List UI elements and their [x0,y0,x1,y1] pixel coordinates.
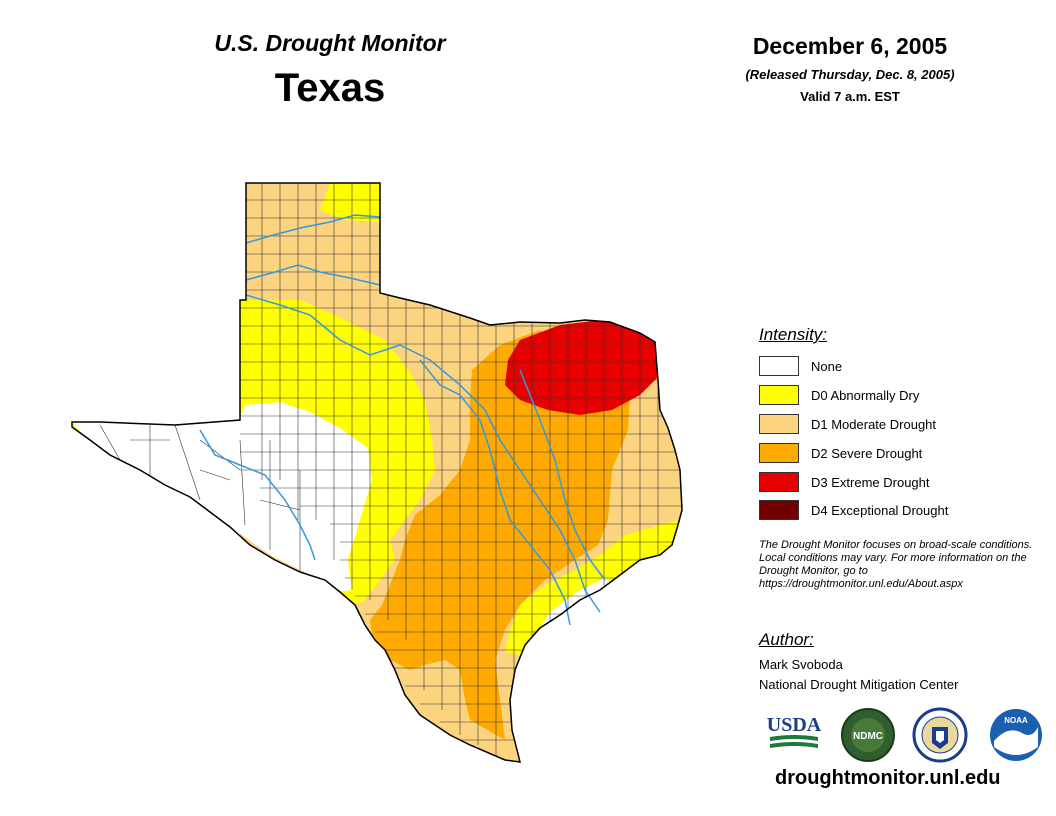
red-river [245,264,381,286]
legend-label: D3 Extreme Drought [811,474,930,490]
info-note: The Drought Monitor focuses on broad-sca… [759,539,1033,590]
rivers [199,214,606,626]
pecos-river [199,429,316,561]
legend-swatch [759,356,799,376]
map-date: December 6, 2005 [752,33,948,59]
legend-label: D4 Exceptional Drought [811,502,949,518]
legend-label: None [811,358,843,374]
legend-swatch [759,385,799,405]
d2-central [370,330,630,740]
legend-item: D2 Severe Drought [759,442,922,464]
release-date: (Released Thursday, Dec. 8, 2005) [745,67,955,82]
legend-item: D0 Abnormally Dry [759,384,919,406]
noaa-logo: NOAA [988,707,1044,763]
author-organization: National Drought Mitigation Center [759,677,959,692]
legend-swatch [759,500,799,520]
website-link[interactable]: droughtmonitor.unl.edu [775,767,1001,789]
noaa-logo-text: NOAA [1004,716,1028,725]
legend-item: D4 Exceptional Drought [759,499,948,521]
ndmc-logo: NDMC [840,707,896,763]
legend-swatch [759,472,799,492]
d0-north-panhandle [320,183,380,222]
canadian-river [245,214,381,244]
legend-title: Intensity: [759,325,828,344]
commerce-seal-logo [912,707,968,763]
state-title: Texas [274,66,386,110]
monitor-title: U.S. Drought Monitor [214,30,446,56]
usda-logo-text: USDA [767,714,822,736]
legend-item: D1 Moderate Drought [759,413,936,435]
legend-label: D0 Abnormally Dry [811,387,920,403]
valid-time: Valid 7 a.m. EST [800,89,900,104]
trinity-river [519,369,606,581]
legend-swatch [759,443,799,463]
ndmc-logo-text: NDMC [853,731,883,742]
texas-drought-map [71,182,683,763]
legend-swatch [759,414,799,434]
none-west-texas [72,402,372,592]
legend-label: D2 Severe Drought [811,445,923,461]
author-name: Mark Svoboda [759,657,843,672]
legend-label: D1 Moderate Drought [811,416,937,432]
usda-logo: USDA [766,707,822,763]
author-title: Author: [759,630,814,649]
legend-item: None [759,355,842,377]
colorado-river [419,359,571,626]
legend-item: D3 Extreme Drought [759,471,930,493]
brazos-river [245,294,601,613]
texas-outline [71,182,683,763]
